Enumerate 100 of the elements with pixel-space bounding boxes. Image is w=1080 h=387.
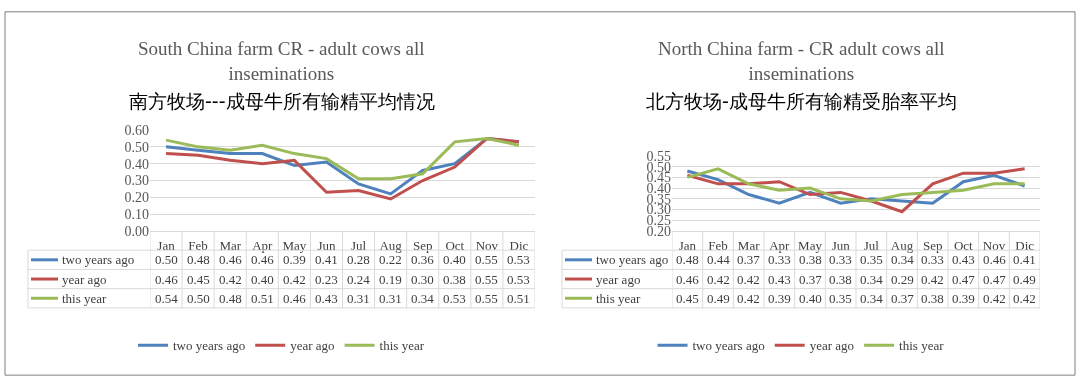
- y-tick-label: 0.30: [124, 173, 149, 189]
- data-label: 0.42: [737, 291, 760, 306]
- text: year ago: [809, 338, 855, 354]
- data-label: 0.51: [251, 291, 274, 306]
- data-label: 0.55: [475, 272, 498, 287]
- data-label: 0.30: [411, 272, 434, 287]
- data-label: 0.44: [707, 252, 731, 267]
- legend-label: this year: [596, 291, 642, 306]
- data-label: 0.37: [799, 272, 823, 287]
- x-tick-label: Feb: [708, 237, 728, 253]
- x-tick-label: Sep: [412, 237, 433, 253]
- data-label: 0.42: [707, 272, 730, 287]
- x-tick-label: Dic: [509, 237, 529, 253]
- data-label: 0.38: [829, 272, 852, 287]
- x-tick-label: Nov: [982, 237, 1006, 253]
- x-tick-label: May: [282, 237, 307, 253]
- x-tick-label: Aug: [890, 237, 914, 253]
- legend-label: two years ago: [62, 252, 135, 267]
- y-tick-label: 0.55: [646, 148, 671, 164]
- text: year ago: [290, 338, 335, 354]
- data-label: 0.42: [283, 272, 306, 287]
- x-tick-label: Apr: [769, 237, 791, 253]
- data-label: 0.39: [952, 291, 975, 306]
- data-label: 0.47: [983, 272, 1007, 287]
- legend-label: two years ago: [596, 252, 669, 267]
- text: this year: [379, 338, 424, 354]
- data-label: 0.33: [829, 252, 852, 267]
- x-tick-label: Nov: [475, 237, 499, 253]
- data-label: 0.36: [411, 252, 435, 267]
- data-label: 0.34: [411, 291, 435, 306]
- data-label: 0.46: [155, 272, 179, 287]
- line-series: [164, 136, 521, 181]
- data-label: 0.40: [251, 272, 274, 287]
- data-label: 0.42: [983, 291, 1006, 306]
- data-label: 0.50: [187, 291, 210, 306]
- data-label: 0.41: [315, 252, 338, 267]
- x-tick-label: Apr: [252, 237, 274, 253]
- data-label: 0.35: [829, 291, 852, 306]
- x-tick-label: Jun: [317, 237, 336, 253]
- data-label: 0.33: [768, 252, 791, 267]
- data-label: 0.38: [799, 252, 822, 267]
- x-tick-label: Jul: [863, 237, 880, 253]
- data-label: 0.43: [768, 272, 791, 287]
- legend-label: this year: [62, 291, 108, 306]
- data-label: 0.49: [707, 291, 730, 306]
- data-label: 0.34: [860, 291, 884, 306]
- data-label: 0.37: [737, 252, 761, 267]
- data-label: 0.35: [860, 252, 883, 267]
- data-label: 0.53: [443, 291, 466, 306]
- data-label: 0.46: [283, 291, 307, 306]
- x-tick-label: Jan: [157, 237, 176, 253]
- data-label: 0.48: [676, 252, 699, 267]
- data-label: 0.55: [475, 252, 498, 267]
- data-label: 0.50: [155, 252, 178, 267]
- text: two years ago: [173, 338, 246, 354]
- data-label: 0.29: [891, 272, 914, 287]
- data-label: 0.49: [1013, 272, 1036, 287]
- data-label: 0.28: [347, 252, 370, 267]
- chart-subtitle: 北方牧场-成母牛所有输精受胎率平均: [646, 90, 957, 112]
- text: this year: [899, 338, 944, 354]
- data-label: 0.19: [379, 272, 402, 287]
- data-label: 0.24: [347, 272, 371, 287]
- y-tick-label: 0.20: [124, 190, 149, 206]
- data-label: 0.40: [443, 252, 466, 267]
- data-label: 0.38: [921, 291, 944, 306]
- data-label: 0.54: [155, 291, 179, 306]
- data-label: 0.41: [1013, 252, 1036, 267]
- legend-label: year ago: [596, 272, 641, 287]
- x-tick-label: Sep: [922, 237, 943, 253]
- chart-title: South China farm CR - adult cows all inseminations: [138, 38, 425, 84]
- data-label: 0.48: [187, 252, 210, 267]
- x-tick-label: Dic: [1015, 237, 1035, 253]
- y-tick-label: 0.40: [124, 156, 149, 172]
- x-tick-label: May: [798, 237, 823, 253]
- data-label: 0.46: [251, 252, 275, 267]
- data-label: 0.46: [219, 252, 243, 267]
- data-label: 0.42: [737, 272, 760, 287]
- data-label: 0.51: [507, 291, 530, 306]
- x-tick-label: Mar: [219, 237, 242, 253]
- x-tick-label: Oct: [953, 237, 974, 253]
- data-label: 0.38: [443, 272, 466, 287]
- data-label: 0.40: [799, 291, 822, 306]
- x-tick-label: Jul: [350, 237, 367, 253]
- data-label: 0.45: [187, 272, 210, 287]
- data-label: 0.53: [507, 272, 530, 287]
- data-label: 0.33: [921, 252, 944, 267]
- data-label: 0.43: [315, 291, 338, 306]
- chart-title: North China farm - CR adult cows all inseminations: [658, 38, 945, 84]
- data-label: 0.31: [379, 291, 402, 306]
- x-tick-label: Feb: [188, 237, 208, 253]
- data-label: 0.22: [379, 252, 402, 267]
- data-label: 0.48: [219, 291, 242, 306]
- data-label: 0.39: [283, 252, 306, 267]
- data-label: 0.47: [952, 272, 976, 287]
- y-tick-label: 0.00: [124, 223, 149, 239]
- legend-label: year ago: [62, 272, 107, 287]
- y-tick-label: 0.10: [124, 207, 149, 223]
- text: two years ago: [692, 338, 765, 354]
- data-label: 0.46: [676, 272, 700, 287]
- x-tick-label: Jun: [831, 237, 851, 253]
